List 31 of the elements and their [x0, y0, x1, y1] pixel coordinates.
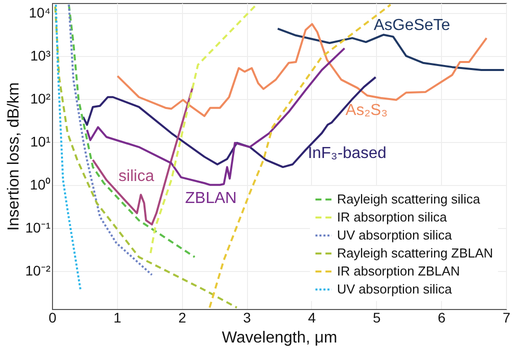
x-tick-label: 5 — [372, 310, 381, 326]
line-series — [68, 4, 153, 276]
legend-label: Rayleigh scattering ZBLAN — [337, 246, 494, 260]
x-tick-label: 6 — [438, 310, 446, 326]
x-tick-label: 4 — [308, 310, 316, 326]
series-label: silica — [118, 168, 154, 186]
x-tick-label: 3 — [243, 310, 252, 326]
y-tick-label: 10² — [30, 90, 51, 106]
y-tick-label: 10¹ — [30, 133, 51, 150]
y-tick-label: 10⁰ — [30, 176, 50, 192]
y-tick-label: 10³ — [30, 47, 51, 64]
line-series — [54, 6, 238, 309]
y-tick-label: 10⁻² — [25, 262, 51, 278]
y-axis-title: Insertion loss, dB/km — [5, 82, 22, 231]
x-tick-label: 0 — [48, 310, 57, 326]
x-tick-label: 1 — [113, 310, 122, 326]
line-series — [54, 4, 82, 291]
legend-label: UV absorption silica — [337, 282, 453, 296]
x-axis-title: Wavelength, μm — [222, 330, 338, 346]
series-label: AsGeSeTe — [374, 17, 450, 34]
y-tick-label: 10⁻¹ — [25, 219, 51, 236]
x-tick-label: 7 — [502, 310, 511, 326]
x-tick-label: 2 — [178, 310, 186, 326]
series-label: InF₃-based — [308, 145, 386, 162]
y-tick-label: 10⁴ — [28, 4, 50, 20]
series-label: As₂S₃ — [346, 102, 388, 120]
legend-label: Rayleigh scattering silica — [337, 192, 481, 206]
series-label: ZBLAN — [185, 190, 237, 207]
legend-label: IR absorption ZBLAN — [337, 264, 460, 278]
legend-label: IR absorption silica — [337, 210, 448, 224]
legend-label: UV absorption silica — [337, 228, 453, 242]
